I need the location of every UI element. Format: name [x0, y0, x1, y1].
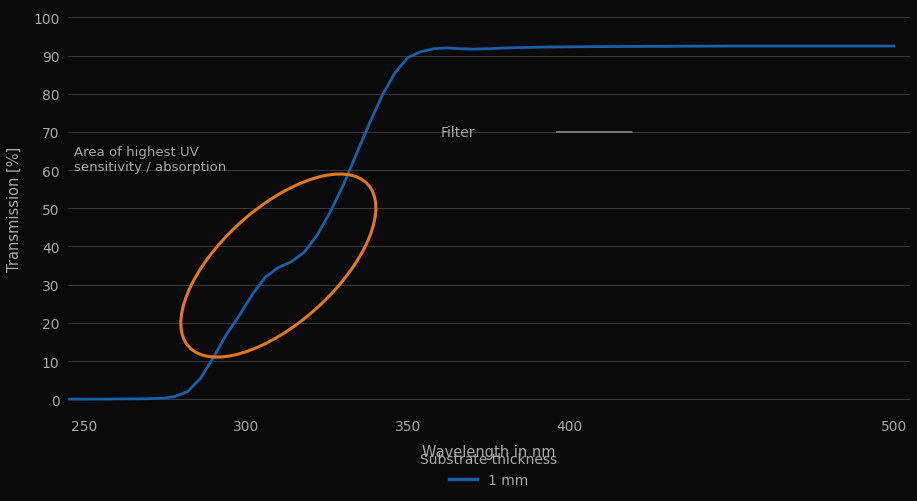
Text: Area of highest UV
sensitivity / absorption: Area of highest UV sensitivity / absorpt…	[74, 145, 226, 173]
Y-axis label: Transmission [%]: Transmission [%]	[7, 146, 22, 272]
Legend: 1 mm: 1 mm	[414, 447, 563, 493]
X-axis label: Wavelength in nm: Wavelength in nm	[422, 444, 556, 459]
Text: Filter: Filter	[440, 126, 475, 140]
